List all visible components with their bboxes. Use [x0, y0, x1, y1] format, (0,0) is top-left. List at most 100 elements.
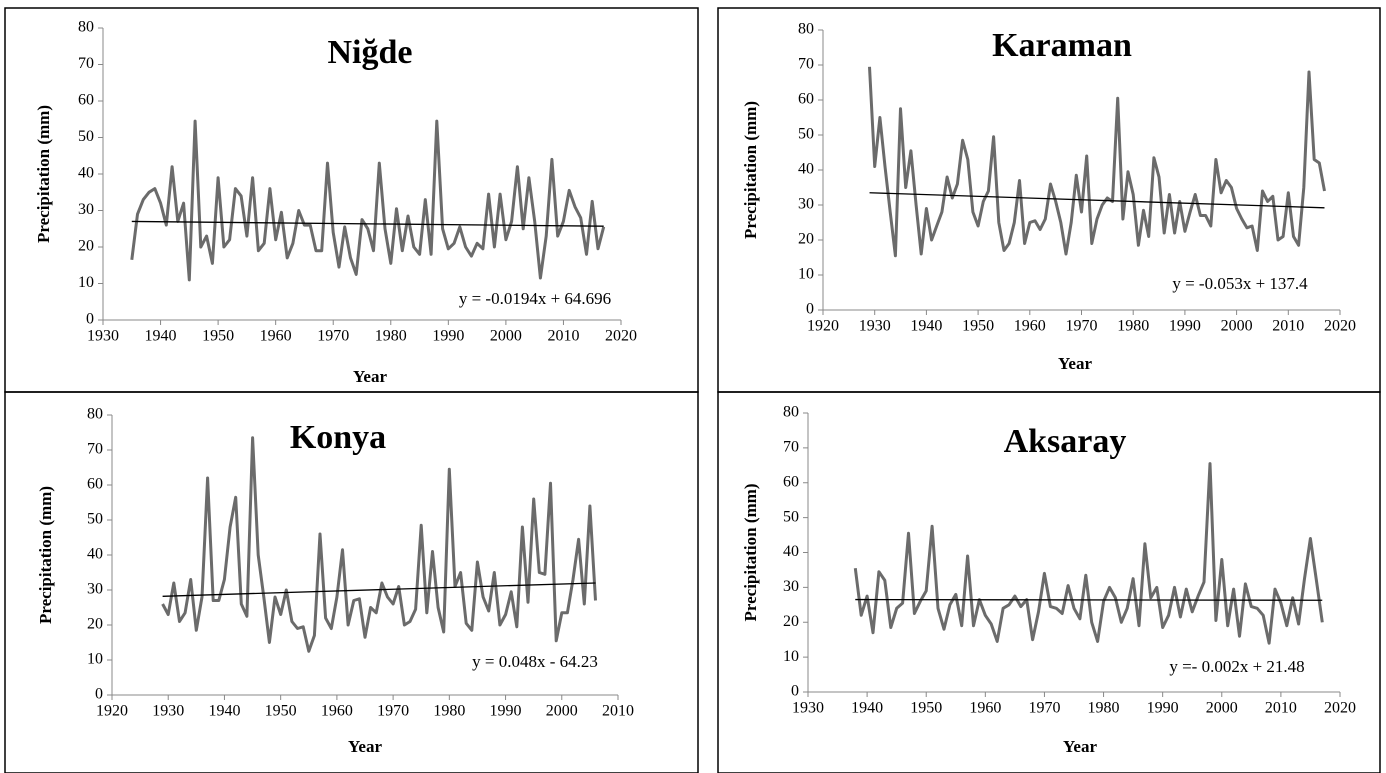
- y-tick-label: 50: [783, 508, 799, 525]
- x-axis-label: Year: [1058, 354, 1092, 373]
- x-tick-label: 1940: [208, 703, 240, 720]
- trend-line: [131, 220, 604, 227]
- y-tick-label: 70: [783, 439, 799, 456]
- x-tick-label: 1950: [962, 318, 994, 335]
- trend-line: [162, 582, 596, 597]
- x-tick-label: 1990: [432, 328, 464, 345]
- x-tick-label: 1980: [1088, 700, 1120, 717]
- y-tick-label: 80: [798, 21, 814, 38]
- x-tick-label: 1990: [1169, 318, 1201, 335]
- x-tick-label: 1990: [1147, 700, 1179, 717]
- y-tick-label: 40: [78, 165, 94, 182]
- panel-frame: [4, 391, 699, 773]
- y-tick-label: 10: [798, 266, 814, 283]
- chart-title: Niğde: [328, 34, 413, 71]
- trend-equation: y = -0.053x + 137.4: [1172, 274, 1308, 293]
- y-tick-label: 10: [87, 651, 103, 668]
- y-tick-label: 20: [783, 613, 799, 630]
- y-tick-label: 30: [87, 581, 103, 598]
- x-tick-label: 1960: [321, 703, 353, 720]
- y-tick-label: 40: [798, 161, 814, 178]
- x-tick-label: 1930: [792, 700, 824, 717]
- trend-equation: y = -0.0194x + 64.696: [459, 289, 611, 308]
- y-tick-label: 60: [78, 92, 94, 109]
- x-tick-label: 2000: [490, 328, 522, 345]
- panel-frame: [717, 391, 1381, 773]
- x-tick-label: 1970: [1066, 318, 1098, 335]
- x-axis-label: Year: [1063, 737, 1097, 756]
- trend-line: [855, 598, 1323, 601]
- y-tick-label: 20: [87, 616, 103, 633]
- data-line: [868, 66, 1326, 258]
- y-axis-label: Precipitation (mm): [34, 105, 53, 243]
- y-tick-label: 70: [798, 56, 814, 73]
- y-tick-label: 50: [87, 511, 103, 528]
- x-tick-label: 1980: [375, 328, 407, 345]
- y-tick-label: 10: [78, 274, 94, 291]
- y-tick-label: 80: [783, 404, 799, 421]
- y-tick-label: 30: [783, 578, 799, 595]
- x-tick-label: 1950: [910, 700, 942, 717]
- data-line: [130, 119, 606, 282]
- x-tick-label: 1970: [1028, 700, 1060, 717]
- x-tick-label: 1940: [910, 318, 942, 335]
- x-tick-label: 2010: [1272, 318, 1304, 335]
- chart-title: Konya: [290, 419, 386, 456]
- y-axis-label: Precipitation (mm): [741, 101, 760, 239]
- y-tick-label: 0: [791, 683, 799, 700]
- x-tick-label: 2020: [1324, 318, 1356, 335]
- x-tick-label: 1950: [265, 703, 297, 720]
- y-tick-label: 80: [78, 19, 94, 36]
- x-tick-label: 1930: [87, 328, 119, 345]
- x-tick-label: 2010: [547, 328, 579, 345]
- y-tick-label: 30: [798, 196, 814, 213]
- x-tick-label: 2000: [546, 703, 578, 720]
- y-tick-label: 60: [798, 91, 814, 108]
- trend-equation: y =- 0.002x + 21.48: [1169, 657, 1304, 676]
- x-tick-label: 1930: [859, 318, 891, 335]
- x-tick-label: 2020: [605, 328, 637, 345]
- x-tick-label: 2020: [1324, 700, 1356, 717]
- x-tick-label: 2000: [1221, 318, 1253, 335]
- x-axis-label: Year: [353, 367, 387, 386]
- y-axis-label: Precipitation (mm): [36, 486, 55, 624]
- y-tick-label: 0: [95, 686, 103, 703]
- data-line: [853, 462, 1324, 645]
- y-tick-label: 60: [783, 473, 799, 490]
- data-line: [161, 436, 597, 653]
- y-tick-label: 30: [78, 201, 94, 218]
- y-tick-label: 60: [87, 476, 103, 493]
- y-tick-label: 40: [87, 546, 103, 563]
- chart-title: Karaman: [992, 27, 1132, 64]
- y-tick-label: 70: [78, 55, 94, 72]
- y-tick-label: 10: [783, 648, 799, 665]
- x-tick-label: 1980: [433, 703, 465, 720]
- x-tick-label: 1950: [202, 328, 234, 345]
- x-tick-label: 1970: [317, 328, 349, 345]
- x-tick-label: 1930: [152, 703, 184, 720]
- x-tick-label: 1960: [969, 700, 1001, 717]
- x-tick-label: 1960: [1014, 318, 1046, 335]
- chart-title: Aksaray: [1004, 423, 1127, 460]
- x-tick-label: 1940: [145, 328, 177, 345]
- y-tick-label: 40: [783, 543, 799, 560]
- x-tick-label: 1990: [490, 703, 522, 720]
- y-tick-label: 50: [798, 126, 814, 143]
- x-tick-label: 1970: [377, 703, 409, 720]
- x-tick-label: 1980: [1117, 318, 1149, 335]
- x-tick-label: 2000: [1206, 700, 1238, 717]
- y-tick-label: 20: [798, 231, 814, 248]
- y-tick-label: 0: [806, 301, 814, 318]
- y-tick-label: 0: [86, 311, 94, 328]
- x-axis-label: Year: [348, 737, 382, 756]
- x-tick-label: 2010: [602, 703, 634, 720]
- trend-line: [869, 192, 1325, 209]
- trend-equation: y = 0.048x - 64.23: [472, 652, 598, 671]
- y-tick-label: 70: [87, 441, 103, 458]
- x-tick-label: 1960: [260, 328, 292, 345]
- x-tick-label: 2010: [1265, 700, 1297, 717]
- y-tick-label: 20: [78, 238, 94, 255]
- y-tick-label: 80: [87, 406, 103, 423]
- y-axis-label: Precipitation (mm): [741, 483, 760, 621]
